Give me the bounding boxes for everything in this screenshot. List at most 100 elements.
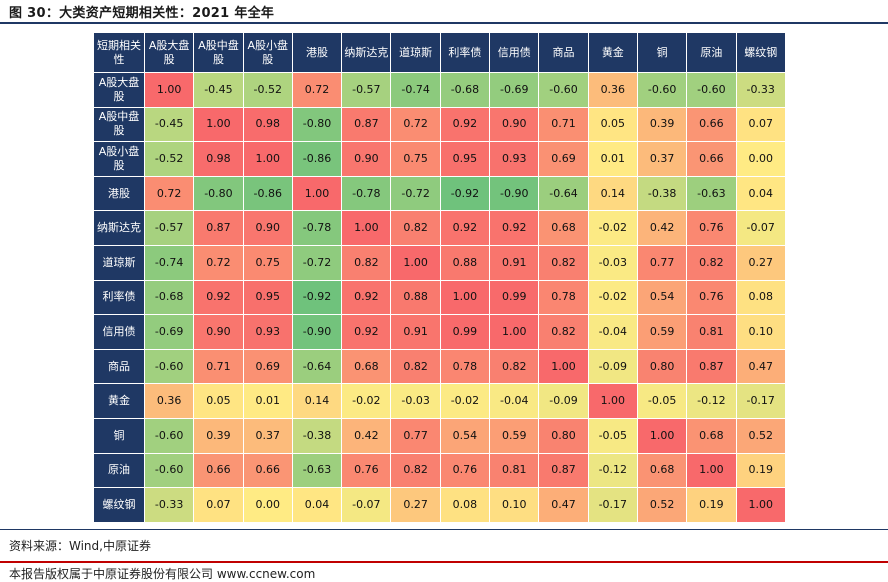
heatmap-cell: 0.10	[735, 314, 786, 350]
heatmap-cell: 0.99	[439, 314, 491, 350]
heatmap-cell: 0.75	[242, 244, 293, 281]
heatmap-cell: 0.87	[538, 452, 589, 489]
column-header: 信用债	[489, 32, 540, 73]
heatmap-cell: 0.90	[242, 210, 293, 246]
heatmap-cell: -0.72	[291, 244, 343, 281]
heatmap-cell: 0.68	[686, 417, 737, 454]
heatmap-cell: 0.72	[291, 72, 343, 108]
heatmap-cell: -0.02	[587, 279, 638, 316]
heatmap-cell: -0.74	[390, 72, 441, 108]
heatmap-cell: 0.71	[193, 348, 244, 385]
heatmap-cell: 0.04	[291, 487, 343, 523]
heatmap-cell: 0.76	[686, 279, 737, 316]
heatmap-cell: 0.77	[390, 417, 441, 454]
heatmap-cell: 0.92	[439, 106, 491, 143]
heatmap-cell: -0.92	[439, 175, 491, 212]
heatmap-cell: -0.74	[143, 244, 195, 281]
column-header: 原油	[686, 32, 737, 73]
heatmap-cell: 0.66	[686, 106, 737, 143]
heatmap-cell: 0.66	[242, 452, 293, 489]
heatmap-cell: 0.82	[390, 210, 441, 246]
heatmap-cell: 0.37	[636, 141, 688, 177]
heatmap-cell: 0.42	[341, 417, 392, 454]
row-header: 利率债	[93, 279, 145, 316]
column-header: 纳斯达克	[341, 32, 392, 73]
heatmap-cell: -0.64	[538, 175, 589, 212]
heatmap-cell: -0.07	[341, 487, 392, 523]
heatmap-cell: -0.52	[143, 141, 195, 177]
heatmap-cell: 0.54	[636, 279, 688, 316]
heatmap-cell: -0.05	[587, 417, 638, 454]
heatmap-cell: -0.17	[735, 383, 786, 419]
source-note: 资料来源：Wind,中原证券	[9, 539, 151, 553]
heatmap-cell: 1.00	[489, 314, 540, 350]
heatmap-cell: 0.87	[686, 348, 737, 385]
heatmap-cell: 0.88	[390, 279, 441, 316]
heatmap-cell: 0.95	[242, 279, 293, 316]
heatmap-cell: 0.05	[193, 383, 244, 419]
heatmap-cell: 0.00	[242, 487, 293, 523]
header-row: 短期相关性 A股大盘股 A股中盘股 A股小盘股 港股 纳斯达克 道琼斯 利率债 信用债 商品 黄金…	[93, 32, 786, 73]
heatmap-cell: 0.76	[439, 452, 491, 489]
heatmap-cell: 0.81	[489, 452, 540, 489]
heatmap-cell: -0.04	[587, 314, 638, 350]
heatmap-cell: 0.78	[439, 348, 491, 385]
heatmap-cell: -0.02	[341, 383, 392, 419]
heatmap-cell: 0.42	[636, 210, 688, 246]
heatmap-cell: 0.72	[143, 175, 195, 212]
heatmap-cell: 0.14	[587, 175, 638, 212]
heatmap-cell: -0.64	[291, 348, 343, 385]
heatmap-row: 螺纹钢 -0.33 0.07 0.00 0.04 -0.07 0.27 0.08 0.10 0.4…	[93, 487, 786, 523]
heatmap-cell: -0.02	[587, 210, 638, 246]
heatmap-row: 黄金 0.36 0.05 0.01 0.14 -0.02 -0.03 -0.02 -0.04 -0…	[93, 383, 786, 419]
heatmap-cell: -0.78	[291, 210, 343, 246]
heatmap-cell: -0.05	[636, 383, 688, 419]
heatmap-cell: 0.90	[193, 314, 244, 350]
heatmap-cell: 0.76	[686, 210, 737, 246]
heatmap-cell: -0.04	[489, 383, 540, 419]
heatmap-row: A股小盘股 -0.52 0.98 1.00 -0.86 0.90 0.75 0.95 0.93 0…	[93, 141, 786, 177]
heatmap-cell: -0.12	[686, 383, 737, 419]
heatmap-cell: -0.03	[390, 383, 441, 419]
heatmap-cell: 1.00	[735, 487, 786, 523]
heatmap-cell: 1.00	[439, 279, 491, 316]
row-header: A股中盘股	[93, 106, 145, 143]
heatmap-cell: -0.45	[193, 72, 244, 108]
column-header: A股大盘股	[143, 32, 195, 73]
heatmap-cell: 0.82	[390, 348, 441, 385]
heatmap-row: 铜 -0.60 0.39 0.37 -0.38 0.42 0.77 0.54 0.59 0.80-…	[93, 417, 786, 454]
heatmap-cell: 0.80	[636, 348, 688, 385]
heatmap-cell: 1.00	[390, 244, 441, 281]
heatmap-cell: 0.27	[390, 487, 441, 523]
heatmap-cell: 0.54	[439, 417, 491, 454]
heatmap-cell: 0.87	[193, 210, 244, 246]
heatmap-cell: -0.60	[143, 452, 195, 489]
heatmap-cell: -0.60	[686, 72, 737, 108]
heatmap-cell: 0.98	[193, 141, 244, 177]
heatmap-cell: 0.47	[735, 348, 786, 385]
heatmap-cell: 0.82	[341, 244, 392, 281]
corner-header: 短期相关性	[93, 32, 145, 73]
heatmap-cell: -0.45	[143, 106, 195, 143]
heatmap-cell: 0.59	[636, 314, 688, 350]
heatmap-cell: 0.19	[735, 452, 786, 489]
heatmap-row: 信用债 -0.69 0.90 0.93 -0.90 0.92 0.91 0.99 1.00 0.8…	[93, 314, 786, 350]
heatmap-cell: 0.07	[193, 487, 244, 523]
row-header: 纳斯达克	[93, 210, 145, 246]
heatmap-cell: -0.69	[143, 314, 195, 350]
row-header: 铜	[93, 417, 145, 454]
heatmap-cell: 0.82	[390, 452, 441, 489]
heatmap-cell: -0.60	[636, 72, 688, 108]
row-header: 原油	[93, 452, 145, 489]
heatmap-cell: -0.60	[143, 417, 195, 454]
heatmap-cell: 0.68	[538, 210, 589, 246]
heatmap-cell: 0.91	[390, 314, 441, 350]
heatmap-cell: 0.88	[439, 244, 491, 281]
heatmap-cell: -0.38	[636, 175, 688, 212]
heatmap-cell: -0.60	[538, 72, 589, 108]
heatmap-cell: 0.07	[735, 106, 786, 143]
column-header: 道琼斯	[390, 32, 441, 73]
column-header: 港股	[291, 32, 343, 73]
column-header: 黄金	[587, 32, 638, 73]
heatmap-cell: 1.00	[143, 72, 195, 108]
